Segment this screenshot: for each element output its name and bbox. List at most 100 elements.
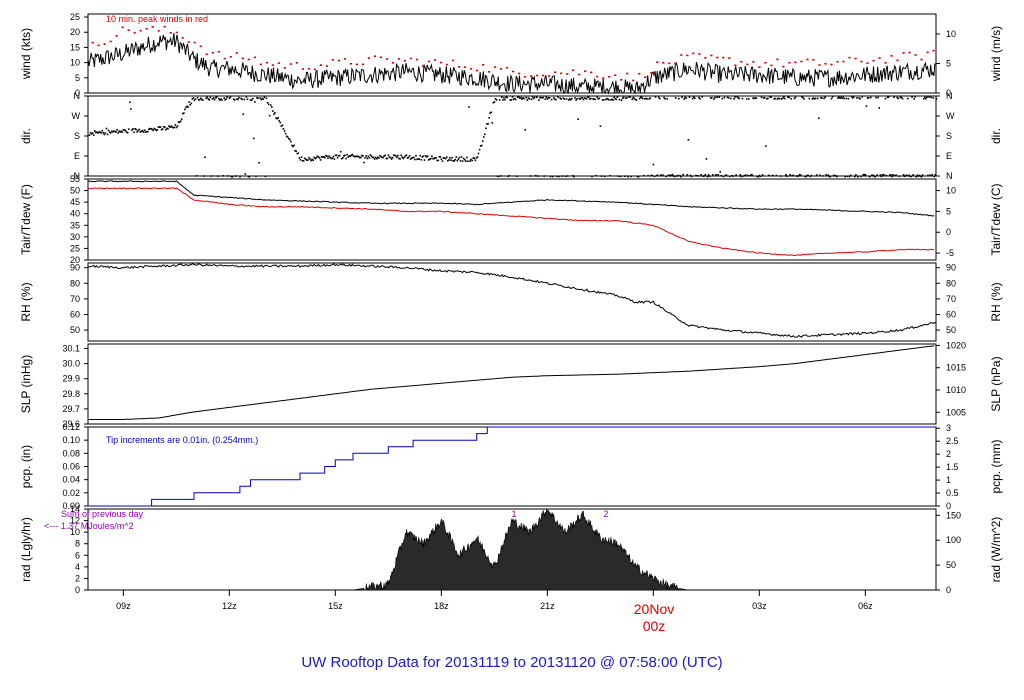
- slp-right-tick-label: 1010: [946, 385, 966, 395]
- wind-right-tick-label: 5: [946, 58, 951, 68]
- dir-point: [584, 97, 587, 100]
- dir-point: [431, 155, 433, 157]
- wind-peak-mark: [409, 57, 413, 60]
- dir-point: [156, 128, 159, 131]
- pcp-panel: 0.00 0.02 0.04 0.06 0.08 0.10 0.12 0 0.5 1 1.5 2 2.5…: [19, 422, 1003, 511]
- dir-point: [197, 99, 200, 101]
- dir-point: [250, 99, 253, 101]
- dir-point: [456, 159, 459, 162]
- dir-point: [195, 175, 198, 177]
- dir-point: [234, 175, 237, 177]
- dir-point: [502, 99, 504, 101]
- dir-right-tick-label: N: [946, 171, 953, 181]
- dir-point: [856, 97, 858, 99]
- dir-point: [757, 175, 760, 178]
- dir-point: [143, 129, 146, 132]
- dir-point: [918, 174, 921, 177]
- dir-point: [264, 175, 267, 178]
- wind-peak-mark: [518, 72, 521, 75]
- wind-left-tick-label: 25: [70, 12, 80, 22]
- dir-point: [836, 175, 838, 178]
- wind-peak-mark: [662, 62, 665, 64]
- wind-peak-mark: [632, 79, 635, 82]
- dir-point: [378, 157, 380, 159]
- dir-point: [104, 132, 107, 134]
- slp-right-tick-label: 1005: [946, 407, 966, 417]
- dir-point: [262, 98, 265, 101]
- dir-point: [653, 175, 656, 178]
- dir-point: [883, 174, 886, 177]
- temp-right-tick-label: 5: [946, 206, 951, 216]
- dir-point: [759, 175, 762, 178]
- dir-point: [575, 99, 577, 101]
- dir-point: [368, 157, 371, 159]
- dir-point: [494, 97, 497, 100]
- dir-point: [472, 157, 475, 159]
- dir-point: [826, 174, 829, 177]
- dir-right-tick-label: E: [946, 151, 952, 161]
- dir-point: [526, 99, 529, 101]
- dir-point: [361, 154, 363, 157]
- dir-point: [219, 99, 221, 101]
- dir-point: [901, 97, 904, 100]
- dir-point: [893, 96, 895, 99]
- dir-point: [319, 159, 322, 161]
- dir-point: [462, 157, 465, 160]
- dir-point: [913, 98, 915, 100]
- dir-point: [655, 174, 658, 177]
- dir-point: [519, 97, 521, 99]
- tdew-line: [87, 187, 935, 257]
- dir-point: [673, 175, 676, 178]
- dir-point: [347, 156, 349, 158]
- dir-point: [746, 174, 749, 177]
- dir-point: [821, 97, 823, 99]
- dir-point: [824, 96, 826, 98]
- dir-point: [254, 101, 256, 103]
- dir-point: [272, 110, 274, 112]
- dir-point: [177, 121, 180, 123]
- dir-point: [92, 134, 95, 137]
- dir-point: [289, 138, 291, 141]
- dir-point: [157, 126, 160, 128]
- dir-point: [579, 98, 582, 100]
- wind-peak-mark: [578, 73, 581, 76]
- dir-point: [809, 175, 812, 178]
- dir-point: [436, 159, 438, 162]
- dir-point: [536, 96, 538, 99]
- dir-point: [839, 97, 841, 99]
- dir-point: [176, 125, 179, 127]
- dir-point: [113, 130, 115, 133]
- dir-point: [733, 97, 735, 100]
- dir-point: [282, 128, 285, 130]
- dir-point: [134, 127, 136, 130]
- wind-peak-mark: [355, 63, 359, 66]
- dir-point: [317, 156, 320, 158]
- dir-point: [397, 154, 399, 157]
- dir-point: [91, 132, 94, 135]
- dir-point: [594, 98, 596, 101]
- dir-point: [861, 96, 864, 98]
- dir-point: [773, 98, 776, 100]
- dir-point: [781, 97, 784, 100]
- wind-peak-mark: [385, 58, 389, 60]
- dir-point: [896, 96, 899, 99]
- dir-point: [539, 96, 541, 99]
- dir-point: [660, 174, 662, 176]
- dir-point: [670, 174, 673, 177]
- dir-point: [112, 131, 114, 133]
- wind-peak-mark: [614, 74, 617, 76]
- dir-point: [205, 97, 207, 100]
- wind-peak-mark: [277, 62, 280, 64]
- dir-point: [243, 98, 246, 101]
- dir-point: [860, 175, 862, 178]
- wind-left-tick-label: 15: [70, 42, 80, 52]
- dir-point: [876, 174, 878, 176]
- wind-peak-mark: [313, 68, 316, 71]
- dir-point: [790, 97, 793, 100]
- dir-point: [127, 128, 130, 130]
- dir-point: [692, 96, 695, 99]
- dir-point: [668, 174, 671, 177]
- dir-point: [798, 173, 801, 176]
- pcp-left-axis-label: pcp. (in): [19, 445, 33, 488]
- dir-point: [370, 155, 373, 158]
